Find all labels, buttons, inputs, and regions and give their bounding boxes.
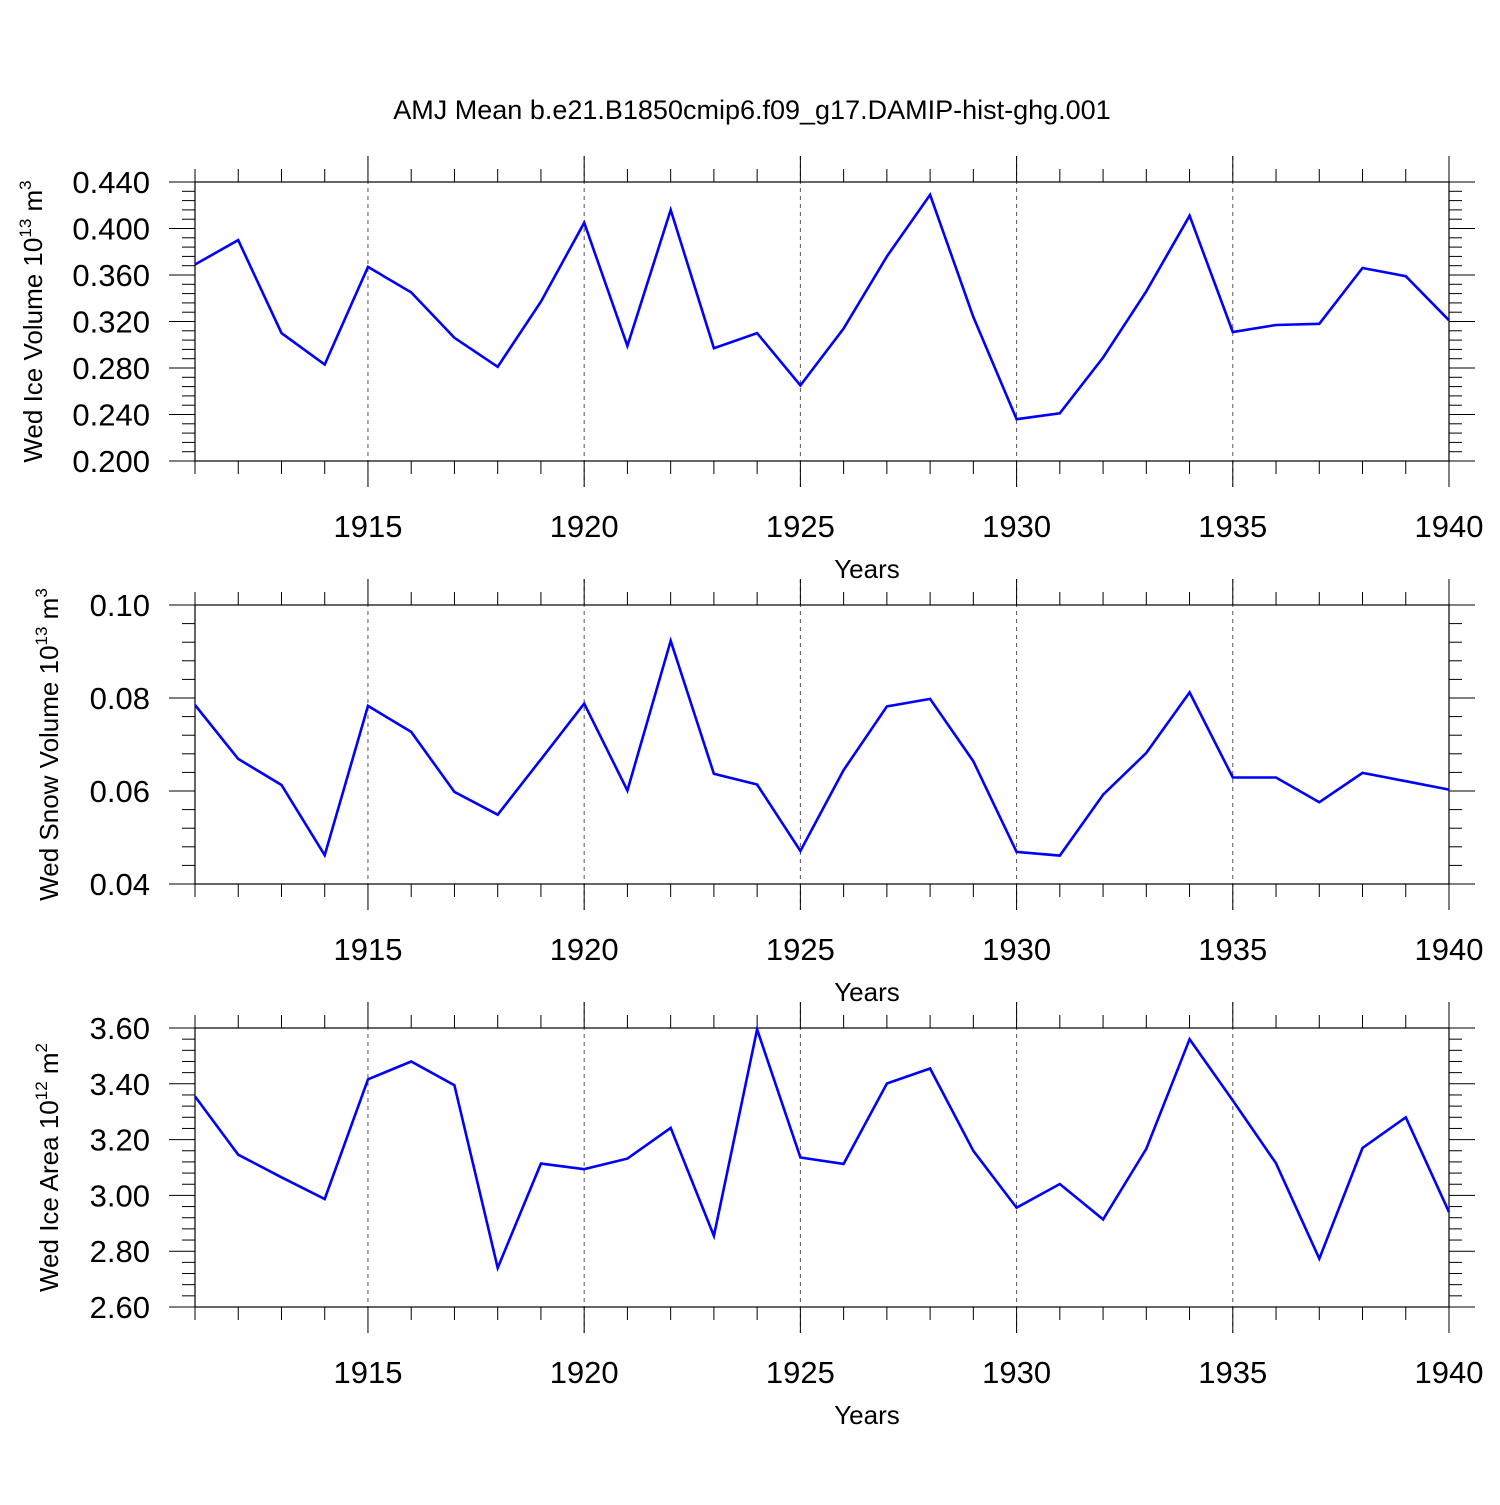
x-tick-label: 1915 xyxy=(333,932,402,967)
y-axis-label: Wed Ice Volume 1013 m3 xyxy=(16,180,48,462)
y-tick-label: 2.80 xyxy=(90,1234,150,1269)
y-axis-label-superscript: 3 xyxy=(32,588,51,597)
x-tick-label: 1935 xyxy=(1198,1355,1267,1390)
chart-panel-2: 0.04 0.06 0.08 0.10 1915 1920 1925 1930 1935 1940… xyxy=(32,579,1483,1007)
y-tick-label: 0.400 xyxy=(72,212,150,247)
x-tick-label: 1930 xyxy=(982,509,1051,544)
y-axis-label-superscript: 12 xyxy=(32,1081,51,1100)
y-tick-label: 3.00 xyxy=(90,1178,150,1213)
y-axis-label-text: Wed Ice Area 10 xyxy=(34,1100,64,1292)
y-tick-label: 0.200 xyxy=(72,444,150,479)
y-tick-label: 3.20 xyxy=(90,1123,150,1158)
chart-panel-3: 2.60 2.80 3.00 3.20 3.40 3.60 1915 1920 1925 1930… xyxy=(32,1002,1483,1430)
y-tick-label: 0.320 xyxy=(72,305,150,340)
x-tick-label: 1925 xyxy=(766,1355,835,1390)
plot-frame xyxy=(194,604,1450,885)
x-tick-label: 1940 xyxy=(1415,509,1484,544)
x-tick-label: 1940 xyxy=(1415,932,1484,967)
y-tick-label: 3.60 xyxy=(90,1011,150,1046)
x-tick-label: 1940 xyxy=(1415,1355,1484,1390)
y-tick-label: 0.440 xyxy=(72,165,150,200)
y-tick-label: 3.40 xyxy=(90,1067,150,1102)
x-tick-label: 1925 xyxy=(766,932,835,967)
y-axis-label-text: m xyxy=(18,190,48,219)
x-axis-label: Years xyxy=(834,1400,900,1430)
y-axis-label-superscript: 13 xyxy=(16,219,35,238)
y-tick-label: 0.08 xyxy=(90,681,150,716)
x-axis-label: Years xyxy=(834,977,900,1007)
y-tick-label: 0.280 xyxy=(72,351,150,386)
x-tick-label: 1915 xyxy=(333,509,402,544)
y-tick-label: 0.06 xyxy=(90,774,150,809)
chart-panel-1: 0.200 0.240 0.280 0.320 0.360 0.400 0.440 1915 1… xyxy=(16,156,1483,584)
y-axis-label-text: m xyxy=(34,1052,64,1081)
series-line xyxy=(193,1024,1451,1273)
y-tick-label: 0.240 xyxy=(72,398,150,433)
y-axis-label-superscript: 3 xyxy=(16,180,35,189)
y-axis-label-superscript: 2 xyxy=(32,1043,51,1052)
y-tick-label: 0.360 xyxy=(72,258,150,293)
y-tick-label: 2.60 xyxy=(90,1290,150,1325)
plot-frame xyxy=(194,181,1450,462)
plot-frame xyxy=(194,1027,1450,1308)
x-axis-label: Years xyxy=(834,554,900,584)
y-axis-label-text: m xyxy=(34,598,64,627)
y-axis-label: Wed Snow Volume 1013 m3 xyxy=(32,588,64,901)
x-tick-label: 1935 xyxy=(1198,932,1267,967)
x-tick-label: 1930 xyxy=(982,932,1051,967)
y-tick-label: 0.04 xyxy=(90,867,150,902)
series-line xyxy=(194,191,1450,421)
x-tick-label: 1920 xyxy=(550,509,619,544)
x-tick-label: 1925 xyxy=(766,509,835,544)
x-tick-label: 1920 xyxy=(550,1355,619,1390)
y-tick-label: 0.10 xyxy=(90,588,150,623)
x-tick-label: 1915 xyxy=(333,1355,402,1390)
chart-title: AMJ Mean b.e21.B1850cmip6.f09_g17.DAMIP-… xyxy=(393,95,1110,125)
x-tick-label: 1930 xyxy=(982,1355,1051,1390)
series-line xyxy=(193,636,1450,859)
x-tick-label: 1920 xyxy=(550,932,619,967)
x-tick-label: 1935 xyxy=(1198,509,1267,544)
y-axis-label-text: Wed Snow Volume 10 xyxy=(34,645,64,900)
y-axis-label: Wed Ice Area 1012 m2 xyxy=(32,1043,64,1292)
y-axis-label-superscript: 13 xyxy=(32,627,51,646)
y-axis-label-text: Wed Ice Volume 10 xyxy=(18,238,48,463)
